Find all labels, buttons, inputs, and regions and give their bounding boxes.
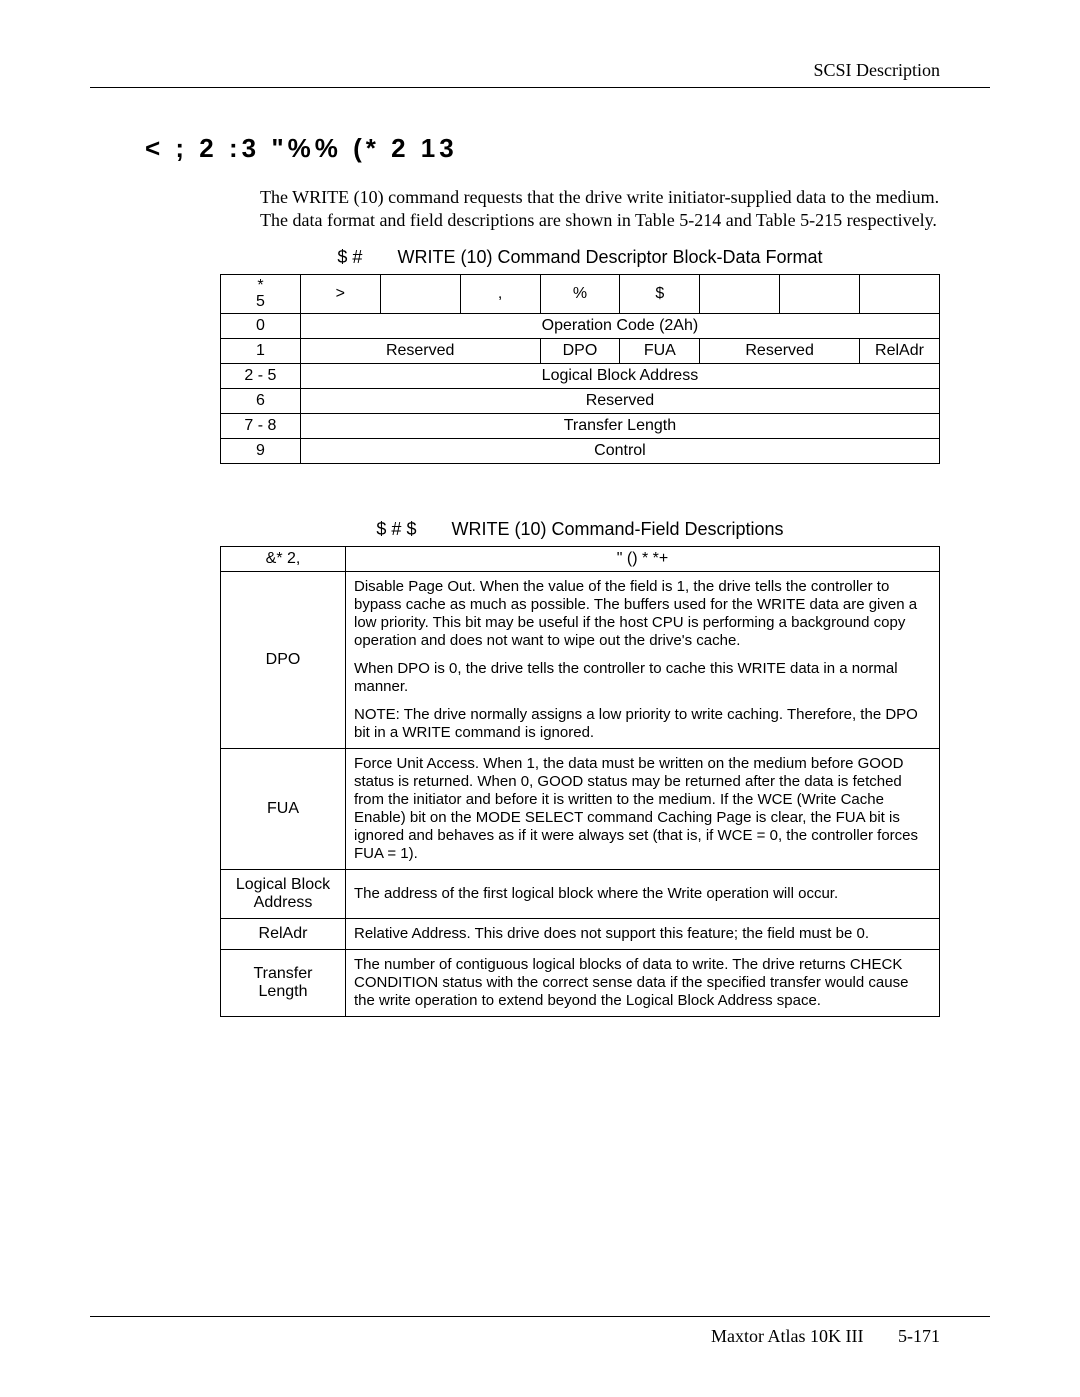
data-cell: Reserved	[300, 389, 939, 414]
data-cell: RelAdr	[860, 339, 940, 364]
data-cell: Reserved	[700, 339, 860, 364]
data-cell: DPO	[540, 339, 620, 364]
table2-title-prefix: $ # $	[376, 519, 416, 539]
table-row: 9Control	[221, 439, 940, 464]
data-cell: FUA	[620, 339, 700, 364]
bit-header-6	[380, 275, 460, 314]
table-row: FUAForce Unit Access. When 1, the data m…	[221, 749, 940, 870]
table-row: 7 - 8Transfer Length	[221, 414, 940, 439]
bit-header-3: $	[620, 275, 700, 314]
page-footer: Maxtor Atlas 10K III 5-171	[711, 1326, 940, 1347]
description-paragraph: Force Unit Access. When 1, the data must…	[354, 755, 931, 863]
data-cell: Operation Code (2Ah)	[300, 314, 939, 339]
byte-cell: 7 - 8	[221, 414, 301, 439]
description-paragraph: When DPO is 0, the drive tells the contr…	[354, 660, 931, 696]
byte-cell: 0	[221, 314, 301, 339]
byte-cell: 1	[221, 339, 301, 364]
data-cell: Reserved	[300, 339, 540, 364]
table-row: DPODisable Page Out. When the value of t…	[221, 572, 940, 749]
footer-product: Maxtor Atlas 10K III	[711, 1326, 863, 1346]
table-row: 1ReservedDPOFUAReservedRelAdr	[221, 339, 940, 364]
table2-title-text: WRITE (10) Command-Field Descriptions	[451, 519, 783, 539]
table2-header-row: &* 2, " () * *+	[221, 547, 940, 572]
table-row: 0Operation Code (2Ah)	[221, 314, 940, 339]
table1-title: $ # WRITE (10) Command Descriptor Block-…	[220, 247, 940, 268]
table-row: 6Reserved	[221, 389, 940, 414]
bit-header-0	[860, 275, 940, 314]
table2: &* 2, " () * *+ DPODisable Page Out. Whe…	[220, 546, 940, 1017]
table1-corner-bottom: 5	[256, 293, 265, 310]
table2-header-field: &* 2,	[221, 547, 346, 572]
table-row: Transfer LengthThe number of contiguous …	[221, 950, 940, 1017]
table1-title-text: WRITE (10) Command Descriptor Block-Data…	[397, 247, 822, 267]
data-cell: Control	[300, 439, 939, 464]
byte-cell: 2 - 5	[221, 364, 301, 389]
description-paragraph: The number of contiguous logical blocks …	[354, 956, 931, 1010]
description-cell: Relative Address. This drive does not su…	[346, 919, 940, 950]
description-cell: Force Unit Access. When 1, the data must…	[346, 749, 940, 870]
table-row: RelAdr Relative Address. This drive does …	[221, 919, 940, 950]
byte-cell: 9	[221, 439, 301, 464]
page: SCSI Description < ; 2 :3 "%% (* 2 13 Th…	[0, 0, 1080, 1017]
byte-cell: 6	[221, 389, 301, 414]
field-cell: FUA	[221, 749, 346, 870]
description-paragraph: Relative Address. This drive does not su…	[354, 925, 931, 943]
description-cell: The address of the first logical block w…	[346, 870, 940, 919]
bit-header-7: >	[300, 275, 380, 314]
description-cell: The number of contiguous logical blocks …	[346, 950, 940, 1017]
table-row: Logical Block Address The address of the …	[221, 870, 940, 919]
bit-header-4: %	[540, 275, 620, 314]
section-heading: < ; 2 :3 "%% (* 2 13	[145, 133, 990, 164]
header-rule	[90, 87, 990, 88]
table2-header-desc: " () * *+	[346, 547, 940, 572]
field-cell: DPO	[221, 572, 346, 749]
field-cell: RelAdr	[221, 919, 346, 950]
field-cell: Logical Block Address	[221, 870, 346, 919]
table1-title-prefix: $ #	[337, 247, 362, 267]
description-paragraph: Disable Page Out. When the value of the …	[354, 578, 931, 650]
description-paragraph: The address of the first logical block w…	[354, 885, 931, 903]
table1-corner-top: *	[257, 277, 263, 294]
table-row: 2 - 5Logical Block Address	[221, 364, 940, 389]
description-cell: Disable Page Out. When the value of the …	[346, 572, 940, 749]
field-cell: Transfer Length	[221, 950, 346, 1017]
data-cell: Logical Block Address	[300, 364, 939, 389]
table2-title: $ # $ WRITE (10) Command-Field Descripti…	[220, 519, 940, 540]
description-paragraph: NOTE: The drive normally assigns a low p…	[354, 706, 931, 742]
bit-header-5: ,	[460, 275, 540, 314]
body-paragraph: The WRITE (10) command requests that the…	[260, 186, 940, 231]
table1: * 5 > , % $ 0Operation Code (2Ah)1Reserv…	[220, 274, 940, 464]
bit-header-2	[700, 275, 780, 314]
data-cell: Transfer Length	[300, 414, 939, 439]
bit-header-1	[780, 275, 860, 314]
running-header: SCSI Description	[90, 60, 990, 87]
footer-page-number: 5-171	[898, 1326, 940, 1346]
footer-rule	[90, 1316, 990, 1317]
